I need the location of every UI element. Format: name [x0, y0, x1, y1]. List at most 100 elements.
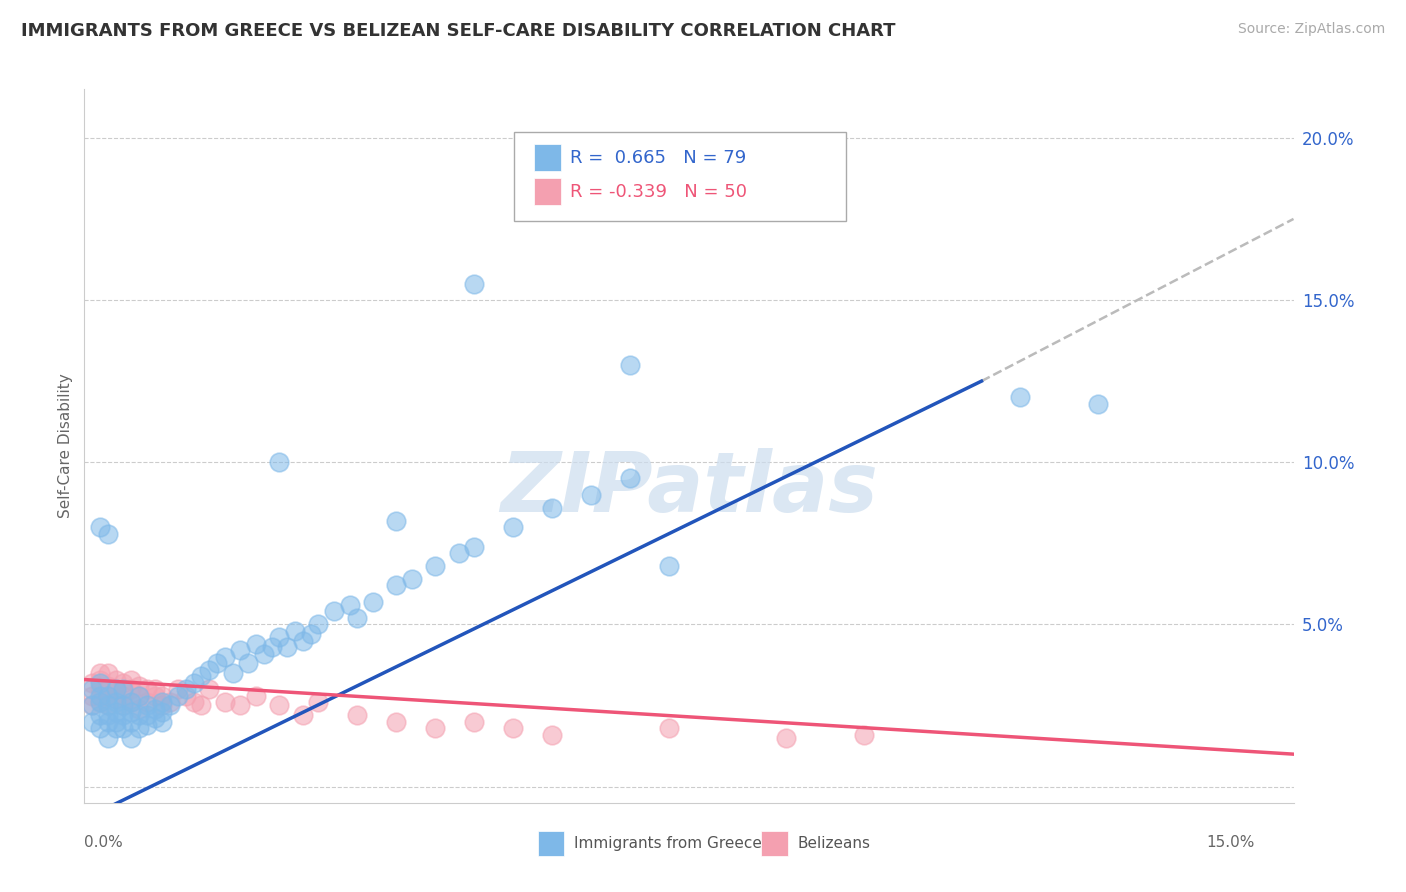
Point: [167, 689, 190, 703]
Text: 0.0%: 0.0%: [84, 835, 124, 850]
Point: [120, 705, 142, 719]
Point: [89, 695, 111, 709]
Point: [120, 695, 142, 709]
Point: [104, 714, 127, 729]
Point: [159, 698, 181, 713]
Point: [89, 675, 111, 690]
Point: [82, 698, 104, 713]
Point: [463, 540, 485, 554]
Point: [89, 673, 111, 687]
Point: [82, 714, 104, 729]
Point: [269, 455, 291, 469]
Text: R = -0.339   N = 50: R = -0.339 N = 50: [571, 183, 748, 201]
Point: [361, 595, 384, 609]
Point: [150, 695, 173, 709]
Point: [284, 624, 307, 638]
Point: [502, 721, 524, 735]
Point: [89, 695, 111, 709]
Point: [112, 698, 135, 713]
Point: [276, 640, 298, 654]
Point: [120, 673, 142, 687]
Text: Immigrants from Greece: Immigrants from Greece: [574, 836, 762, 851]
Point: [229, 698, 252, 713]
Point: [112, 675, 135, 690]
Point: [299, 627, 322, 641]
Point: [97, 698, 120, 713]
Point: [104, 682, 127, 697]
Point: [183, 675, 205, 690]
Point: [112, 689, 135, 703]
Point: [128, 708, 150, 723]
Point: [269, 698, 291, 713]
Point: [82, 682, 104, 697]
Point: [135, 708, 157, 723]
Point: [135, 698, 157, 713]
Point: [346, 708, 368, 723]
Point: [97, 731, 120, 745]
Point: [229, 643, 252, 657]
Point: [89, 708, 111, 723]
Point: [143, 682, 166, 697]
Point: [658, 721, 681, 735]
Point: [260, 640, 283, 654]
Y-axis label: Self-Care Disability: Self-Care Disability: [58, 374, 73, 518]
Point: [174, 682, 197, 697]
Point: [221, 666, 243, 681]
Point: [128, 679, 150, 693]
Point: [214, 649, 236, 664]
Bar: [762, 831, 789, 856]
Point: [120, 682, 142, 697]
Point: [291, 633, 314, 648]
Point: [619, 358, 641, 372]
Point: [401, 572, 423, 586]
Point: [82, 675, 104, 690]
Point: [104, 682, 127, 697]
Point: [323, 604, 346, 618]
FancyBboxPatch shape: [513, 132, 846, 221]
Point: [463, 277, 485, 291]
Point: [143, 689, 166, 703]
Point: [150, 689, 173, 703]
Point: [135, 695, 157, 709]
Point: [1010, 390, 1032, 404]
Point: [385, 714, 408, 729]
Point: [198, 663, 221, 677]
Point: [112, 698, 135, 713]
Point: [150, 698, 173, 713]
Point: [190, 698, 212, 713]
Point: [112, 682, 135, 697]
Bar: [534, 178, 561, 205]
Point: [167, 682, 190, 697]
Point: [97, 526, 120, 541]
Point: [135, 682, 157, 697]
Point: [89, 721, 111, 735]
Point: [541, 728, 564, 742]
Point: [205, 657, 228, 671]
Text: 15.0%: 15.0%: [1206, 835, 1254, 850]
Point: [97, 666, 120, 681]
Point: [82, 689, 104, 703]
Point: [245, 637, 267, 651]
Point: [89, 666, 111, 681]
Point: [307, 617, 329, 632]
Text: ZIPatlas: ZIPatlas: [501, 449, 877, 529]
Point: [97, 689, 120, 703]
Point: [541, 500, 564, 515]
Point: [253, 647, 276, 661]
Point: [190, 669, 212, 683]
Text: Source: ZipAtlas.com: Source: ZipAtlas.com: [1237, 22, 1385, 37]
Text: IMMIGRANTS FROM GREECE VS BELIZEAN SELF-CARE DISABILITY CORRELATION CHART: IMMIGRANTS FROM GREECE VS BELIZEAN SELF-…: [21, 22, 896, 40]
Point: [143, 711, 166, 725]
Point: [502, 520, 524, 534]
Point: [385, 514, 408, 528]
Point: [463, 714, 485, 729]
Point: [97, 689, 120, 703]
Point: [425, 559, 447, 574]
Point: [104, 721, 127, 735]
Point: [581, 488, 603, 502]
Point: [150, 714, 173, 729]
Point: [97, 698, 120, 713]
Point: [174, 689, 197, 703]
Point: [619, 471, 641, 485]
Point: [159, 695, 181, 709]
